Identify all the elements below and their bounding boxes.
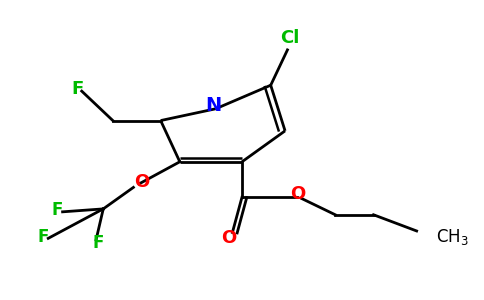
Text: O: O xyxy=(290,184,305,202)
Text: Cl: Cl xyxy=(280,29,300,47)
Text: F: F xyxy=(51,201,62,219)
Text: O: O xyxy=(221,229,236,247)
Text: CH$_3$: CH$_3$ xyxy=(436,227,469,247)
Text: F: F xyxy=(72,80,84,98)
Text: F: F xyxy=(93,234,104,252)
Text: F: F xyxy=(38,228,49,246)
Text: N: N xyxy=(205,96,221,115)
Text: O: O xyxy=(134,173,149,191)
